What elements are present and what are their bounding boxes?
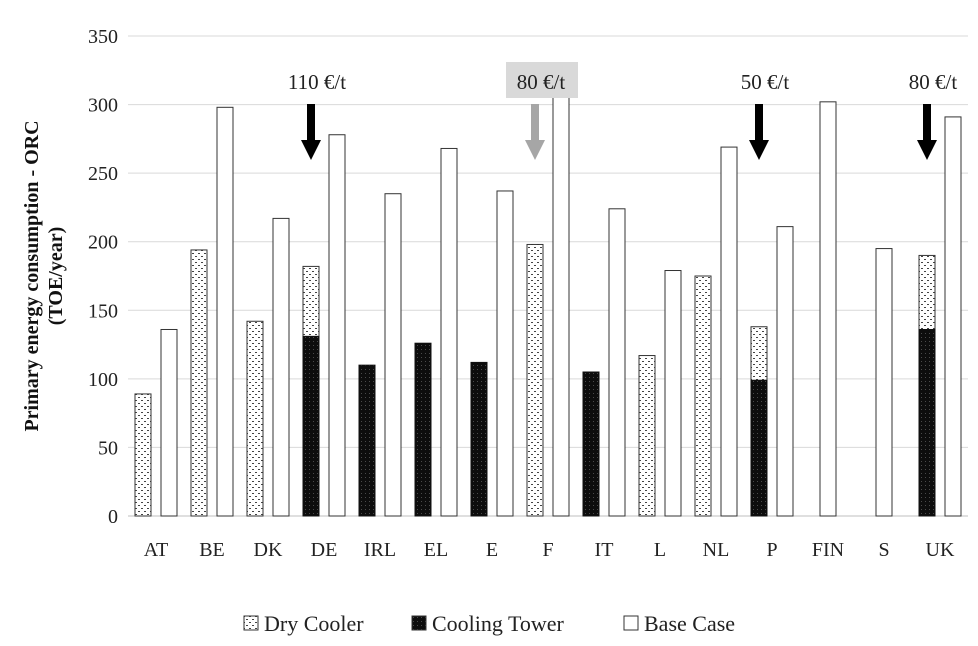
legend-label: Cooling Tower [432,611,565,636]
y-axis-label-unit: (TOE/year) [45,227,67,326]
legend-label: Dry Cooler [264,611,364,636]
x-tick-label: FIN [812,539,844,561]
bar-dry-cooler [527,244,543,516]
y-tick-label: 200 [88,232,118,254]
bar-cooling-tower [359,365,375,516]
legend: Dry Cooler Cooling Tower Base Case [244,611,735,636]
x-tick-label: UK [926,539,955,561]
bars [135,91,961,516]
x-tick-labels: AT BE DK DE IRL EL E F IT L NL P FIN S UK [144,539,955,561]
y-tick-label: 0 [108,506,118,528]
x-tick-label: IT [595,539,614,561]
bar-base-case [777,227,793,516]
price-annotation: 80 €/t [909,70,958,94]
y-tick-label: 250 [88,163,118,185]
legend-swatch [624,616,638,630]
legend-label: Base Case [644,611,735,636]
y-tick-labels: 0 50 100 150 200 250 300 350 [88,26,118,528]
bar-base-case [329,135,345,516]
x-tick-label: E [486,539,498,561]
bar-dry-cooler [247,321,263,516]
x-tick-label: F [542,539,553,561]
y-tick-label: 350 [88,26,118,48]
bar-dry-cooler [191,250,207,516]
x-tick-label: S [878,539,889,561]
bar-base-case [665,271,681,516]
x-tick-label: IRL [364,539,396,561]
bar-base-case [385,194,401,516]
bar-base-case [945,117,961,516]
bar-cooling-tower [751,380,767,516]
legend-item: Dry Cooler [244,611,364,636]
annotations: 110 €/t 80 €/t 50 €/t 80 €/t [288,62,957,160]
y-tick-label: 50 [98,437,118,459]
bar-base-case [876,249,892,516]
bar-cooling-tower [919,329,935,516]
price-annotation: 110 €/t [288,70,346,94]
x-tick-label: DK [254,539,283,561]
y-tick-label: 150 [88,300,118,322]
x-tick-label: DE [311,539,338,561]
bar-base-case [553,91,569,516]
bar-dry-cooler [695,276,711,516]
bar-base-case [161,329,177,516]
price-annotation: 50 €/t [741,70,790,94]
bar-dry-cooler [135,394,151,516]
x-tick-label: NL [703,539,730,561]
x-tick-label: AT [144,539,168,561]
x-tick-label: EL [424,539,448,561]
bar-cooling-tower [303,336,319,516]
bar-base-case [721,147,737,516]
bar-dry-cooler [639,356,655,516]
arrow-down-icon [749,104,769,160]
bar-cooling-tower [415,343,431,516]
arrow-down-icon [917,104,937,160]
arrow-down-icon [525,104,545,160]
bar-base-case [217,107,233,516]
legend-swatch [244,616,258,630]
price-annotation: 80 €/t [517,70,566,94]
y-axis-label: Primary energy consumption - ORC [21,120,43,431]
bar-cooling-tower [583,372,599,516]
x-tick-label: L [654,539,666,561]
legend-item: Cooling Tower [412,611,565,636]
y-tick-label: 300 [88,95,118,117]
arrow-down-icon [301,104,321,160]
legend-item: Base Case [624,611,735,636]
bar-base-case [609,209,625,516]
y-tick-label: 100 [88,369,118,391]
bar-base-case [497,191,513,516]
x-tick-label: P [766,539,777,561]
bar-base-case [273,218,289,516]
x-tick-label: BE [199,539,225,561]
bar-base-case [441,148,457,516]
bar-base-case [820,102,836,516]
bar-cooling-tower [471,362,487,516]
legend-swatch [412,616,426,630]
